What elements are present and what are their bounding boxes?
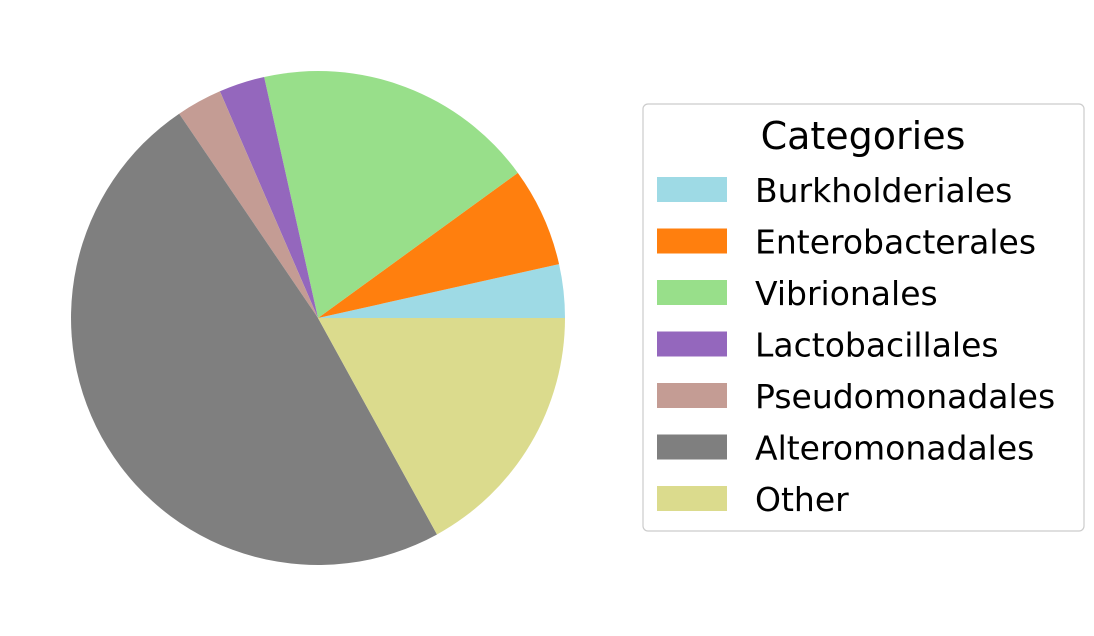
pie-slice-lactobacillales [219,76,318,318]
legend-label-other: Other [755,480,849,519]
pie-slice-other [318,318,565,535]
legend-label-lactobacillales: Lactobacillales [755,326,999,365]
legend-swatch-pseudomonadales [657,383,727,408]
pie-slice-vibrionales [264,71,518,318]
pie-slice-alteromonadales [71,113,437,565]
legend-label-vibrionales: Vibrionales [755,274,938,313]
legend-swatch-enterobacterales [657,228,727,254]
pie-slice-pseudomonadales [179,91,318,318]
pie-slice-burkholderiales [318,264,565,318]
pie-slice-enterobacterales [318,172,560,318]
legend-swatch-burkholderiales [657,177,727,202]
legend-label-enterobacterales: Enterobacterales [755,223,1036,262]
legend-frame [642,103,1085,532]
legend-label-alteromonadales: Alteromonadales [755,429,1034,468]
legend-swatch-other [657,486,727,511]
legend: Categories Burkholderiales Enterobacteral… [642,103,1085,532]
legend-label-pseudomonadales: Pseudomonadales [755,377,1055,416]
legend-swatch-vibrionales [657,280,727,305]
legend-swatch-alteromonadales [657,434,727,460]
legend-swatch-lactobacillales [657,331,727,357]
legend-label-burkholderiales: Burkholderiales [755,171,1012,210]
legend-entries: Burkholderiales Enterobacterales Vibrional… [657,171,1055,519]
legend-title: Categories [761,114,966,158]
pie-slices [71,71,565,565]
